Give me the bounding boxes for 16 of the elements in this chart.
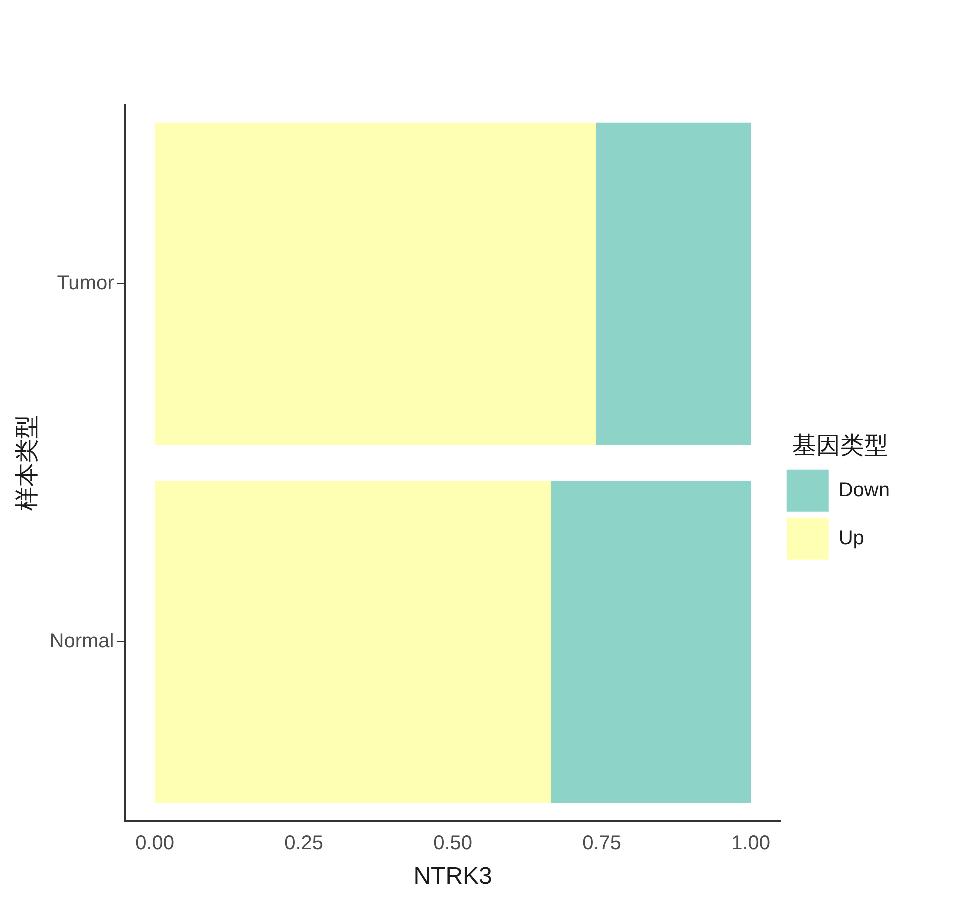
x-tick-label: 0.25 (284, 832, 324, 855)
bar (155, 122, 596, 446)
bar (155, 481, 552, 804)
bar (551, 481, 752, 804)
legend-label: Up (838, 527, 864, 550)
x-axis-title: NTRK3 (414, 863, 492, 890)
x-tick-label: 1.00 (732, 832, 771, 855)
legend-title: 基因类型 (792, 432, 888, 460)
bar (596, 122, 752, 446)
legend-label: Down (838, 479, 890, 502)
x-tick-label: 0.50 (434, 832, 473, 855)
x-tick-label: 0.00 (136, 832, 175, 855)
x-tick-label: 0.75 (582, 832, 622, 855)
y-tick-label: Normal (50, 630, 114, 653)
y-axis-title: 样本类型 (14, 415, 42, 512)
y-tick-label: Tumor (57, 272, 115, 295)
